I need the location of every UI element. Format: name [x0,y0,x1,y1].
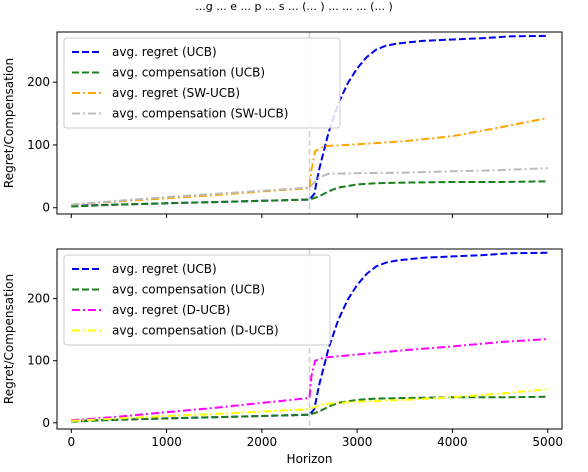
legend-label-avg-compensation-sw-ucb: avg. compensation (SW-UCB) [112,107,288,121]
legend-label-avg-regret-d-ucb: avg. regret (D-UCB) [112,303,230,317]
legend-label-avg-regret-sw-ucb: avg. regret (SW-UCB) [112,86,240,100]
series-line-avg-compensation-sw-ucb [71,167,548,206]
series-line-avg-regret-d-ucb [71,338,548,422]
legend-label-avg-compensation-d-ucb: avg. compensation (D-UCB) [112,324,279,338]
x-tick-label: 2000 [247,435,278,449]
plot-frame [56,31,563,215]
y-tick-label: 100 [27,354,50,368]
y-tick-label: 0 [42,416,50,430]
legend-label-avg-compensation-ucb: avg. compensation (UCB) [112,283,265,297]
x-tick-label: 4000 [437,435,468,449]
legend-box [63,37,341,129]
legend-label-avg-compensation-ucb: avg. compensation (UCB) [112,66,265,80]
chart-top-panel: 0 100 200 Regret/Compensation avg. regret (U… [2,31,563,218]
figure-title: ...g ... e ... p ... s ... (... ) ... ..… [195,0,392,13]
x-tick-label: 5000 [532,435,563,449]
y-tick-label: 200 [27,75,50,89]
series-line-avg-compensation-ucb [71,395,548,423]
series-line-avg-compensation-ucb [71,180,548,208]
x-tick-label: 0 [67,435,75,449]
y-tick-label: 0 [42,201,50,215]
y-axis-label: Regret/Compensation [2,58,16,188]
series-line-avg-regret-sw-ucb [71,117,548,206]
y-axis-label: Regret/Compensation [2,274,16,404]
x-axis-label: Horizon [287,452,333,466]
legend-label-avg-regret-ucb: avg. regret (UCB) [112,45,217,59]
x-tick-label: 3000 [342,435,373,449]
y-tick-label: 100 [27,138,50,152]
legend-box [63,254,331,346]
plot-frame [56,248,563,430]
y-tick-label: 200 [27,292,50,306]
x-tick-label: 1000 [151,435,182,449]
legend-label-avg-regret-ucb: avg. regret (UCB) [112,262,217,276]
chart-bottom-panel: 0 1000 2000 3000 4000 5000 0 100 200 Regret/Compe… [2,248,563,466]
